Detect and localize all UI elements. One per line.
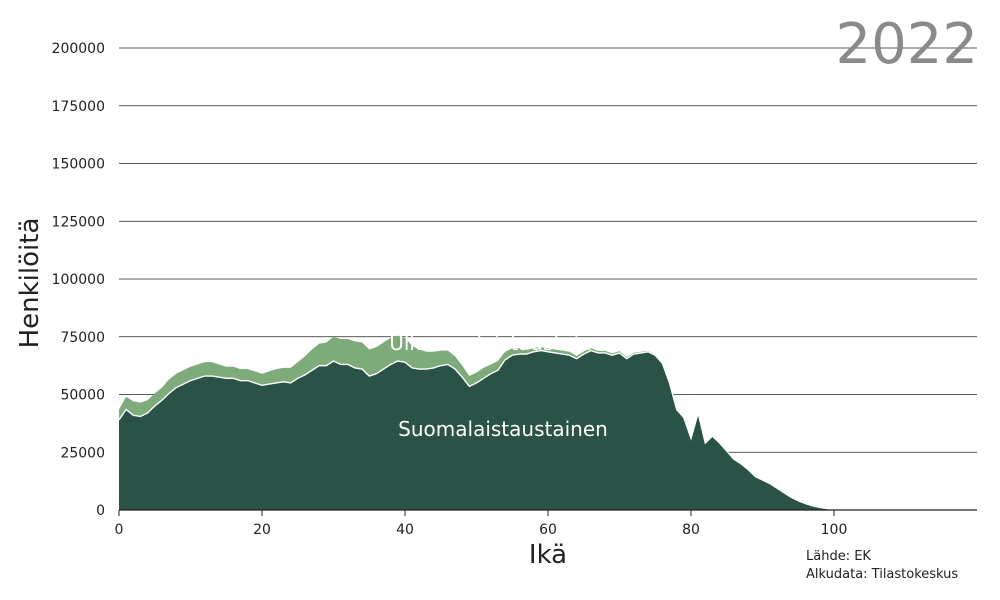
x-tick-label: 80 <box>682 522 700 538</box>
y-tick-label: 150000 <box>52 157 105 173</box>
stacked-areas <box>118 335 970 511</box>
y-tick-label: 0 <box>96 503 105 519</box>
source-data-line: Alkudata: Tilastokeskus <box>806 567 959 582</box>
x-tick-label: 60 <box>539 522 557 538</box>
x-tick-label: 100 <box>821 522 848 538</box>
series-label-ulkomaalaistaustainen: Ulkomaalaistaustainen <box>389 331 617 355</box>
year-title: 2022 <box>835 12 978 77</box>
y-tick-label: 100000 <box>52 272 105 288</box>
x-tick-label: 40 <box>396 522 414 538</box>
source-note: Lähde: EK Alkudata: Tilastokeskus <box>806 548 958 584</box>
y-tick-label: 125000 <box>52 214 105 230</box>
x-tick-label: 20 <box>253 522 271 538</box>
x-axis-label: Ikä <box>528 540 568 570</box>
y-tick-label: 175000 <box>52 99 105 115</box>
x-axis: 0 20 40 60 80 100 <box>115 509 977 538</box>
y-axis-label: Henkilöitä <box>15 217 45 349</box>
x-tick-label: 0 <box>115 522 124 538</box>
source-line: Lähde: EK <box>806 549 871 564</box>
series-label-suomalaistaustainen: Suomalaistaustainen <box>398 417 608 441</box>
y-tick-label: 200000 <box>52 41 105 57</box>
y-tick-label: 50000 <box>60 388 105 404</box>
y-tick-label: 25000 <box>60 445 105 461</box>
area-suomalaistaustainen <box>119 350 970 510</box>
series-separator-line <box>118 349 970 511</box>
y-tick-label: 75000 <box>60 330 105 346</box>
series-labels: Suomalaistaustainen Ulkomaalaistaustainen <box>389 331 617 441</box>
y-tick-labels: 0 25000 50000 75000 100000 125000 150000 175000… <box>52 41 105 519</box>
